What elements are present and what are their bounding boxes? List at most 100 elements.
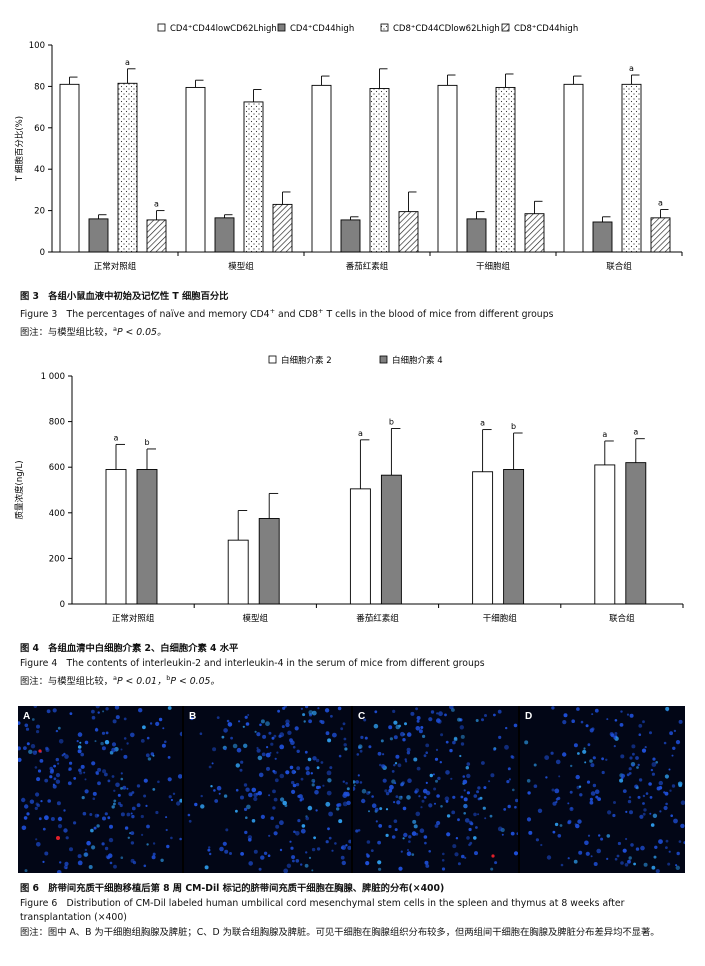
cell-nucleus (629, 810, 633, 815)
cell-nucleus (381, 764, 386, 769)
cell-nucleus (56, 801, 61, 806)
cell-nucleus (554, 822, 559, 827)
cell-nucleus (109, 861, 113, 865)
cell-nucleus (652, 813, 658, 818)
figure-3-caption: 图 3 各组小鼠血液中初始及记忆性 T 细胞百分比 Figure 3 The p… (20, 289, 687, 340)
cell-nucleus (113, 799, 117, 803)
cell-nucleus (669, 731, 673, 736)
cell-nucleus (395, 724, 401, 730)
cell-nucleus (56, 870, 62, 873)
cell-nucleus (590, 791, 596, 796)
cell-nucleus (648, 782, 652, 786)
cell-nucleus (96, 824, 100, 828)
y-tick-label: 800 (49, 418, 65, 428)
cell-nucleus (307, 757, 312, 762)
cell-nucleus (131, 806, 136, 811)
cell-nucleus (379, 807, 383, 811)
cell-nucleus (340, 727, 344, 731)
cell-nucleus (291, 789, 296, 794)
cell-nucleus (305, 851, 308, 854)
cell-nucleus (265, 752, 271, 758)
cell-nucleus (617, 841, 621, 846)
cell-nucleus (84, 740, 89, 745)
cell-nucleus (462, 775, 466, 778)
cell-nucleus (579, 793, 583, 797)
y-tick-label: 100 (29, 41, 45, 51)
cell-nucleus (652, 757, 656, 761)
cell-nucleus (307, 805, 313, 811)
cell-nucleus (187, 813, 191, 817)
cell-nucleus (665, 802, 668, 806)
cell-nucleus (120, 772, 123, 775)
cell-nucleus (240, 795, 244, 800)
cell-nucleus (292, 859, 295, 863)
x-tick-label: 模型组 (243, 613, 269, 624)
cell-nucleus (379, 763, 382, 767)
cell-nucleus (273, 770, 277, 775)
cell-nucleus (643, 808, 647, 812)
significance-label: a (125, 58, 130, 67)
legend-label: 白细胞介素 2 (281, 355, 332, 366)
cell-nucleus (451, 810, 456, 815)
fluorescence-panel-icon (18, 706, 182, 873)
cell-nucleus (61, 754, 64, 757)
cell-nucleus (428, 803, 433, 808)
cell-nucleus (664, 774, 669, 779)
cell-nucleus (365, 861, 370, 866)
cell-nucleus (620, 861, 624, 865)
cell-nucleus (408, 835, 412, 839)
cell-nucleus (656, 786, 661, 791)
legend-swatch-icon (501, 23, 510, 32)
bar (340, 219, 361, 253)
cell-nucleus (260, 719, 265, 724)
cell-nucleus (580, 720, 584, 724)
cell-nucleus (592, 756, 596, 760)
cell-nucleus (575, 774, 580, 780)
cell-nucleus (510, 831, 515, 836)
cell-nucleus (52, 784, 57, 789)
cell-nucleus (200, 804, 205, 809)
cell-nucleus (113, 789, 116, 792)
cell-nucleus (576, 707, 580, 711)
cell-nucleus (473, 794, 478, 798)
cell-nucleus (445, 800, 449, 803)
cell-nucleus (402, 738, 406, 742)
bar (59, 83, 80, 253)
bar (594, 464, 616, 605)
cell-nucleus (675, 740, 681, 745)
cell-nucleus (555, 759, 561, 765)
cell-nucleus (332, 732, 337, 738)
cell-nucleus (136, 803, 141, 808)
x-tick-label: 联合组 (606, 261, 632, 272)
cell-nucleus (327, 778, 332, 783)
cell-nucleus (151, 855, 156, 860)
cell-nucleus (596, 848, 601, 854)
cell-nucleus (562, 752, 567, 757)
cell-nucleus (407, 778, 412, 783)
cell-nucleus (642, 794, 646, 798)
cell-nucleus (293, 830, 296, 834)
cell-nucleus (123, 754, 128, 759)
labeled-stem-cell (491, 854, 495, 858)
bar (349, 488, 371, 605)
cell-nucleus (24, 804, 29, 809)
cell-nucleus (397, 763, 402, 768)
cell-nucleus (663, 791, 666, 794)
cell-nucleus (459, 725, 464, 730)
legend: 白细胞介素 2 白细胞介素 4 (268, 355, 443, 366)
cell-nucleus (460, 795, 464, 799)
cell-nucleus (614, 719, 618, 722)
caption-en: Figure 6 Distribution of CM-Dil labeled … (20, 897, 625, 924)
cell-nucleus (248, 792, 253, 798)
significance-label: a (602, 430, 607, 439)
cell-nucleus (411, 853, 415, 856)
cell-nucleus (371, 803, 377, 808)
cell-nucleus (643, 862, 648, 867)
cell-nucleus (29, 799, 35, 804)
cell-nucleus (124, 826, 129, 830)
bars: a b a b a b a a (105, 417, 647, 605)
bars: a a a a (59, 58, 671, 253)
cell-nucleus (40, 800, 43, 803)
cell-nucleus (452, 740, 456, 745)
cell-nucleus (284, 706, 287, 708)
